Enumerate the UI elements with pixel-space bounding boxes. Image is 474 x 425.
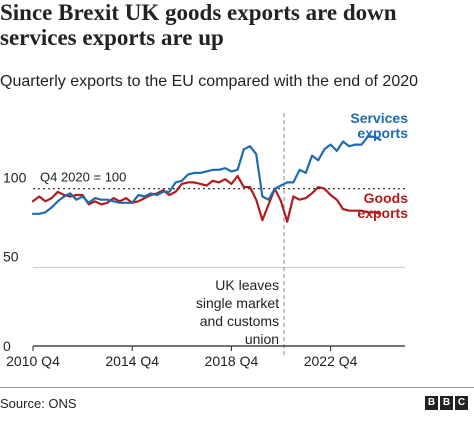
x-tick-label: 2014 Q4 — [105, 353, 159, 369]
footer-divider — [0, 387, 474, 388]
y-tick-label: 50 — [3, 248, 19, 264]
x-tick-label: 2018 Q4 — [205, 353, 259, 369]
reference-line-label: Q4 2020 = 100 — [40, 170, 126, 185]
series-line-services — [31, 135, 382, 215]
series-line-goods — [31, 175, 382, 223]
event-label: and customs — [200, 313, 279, 329]
series-label: exports — [357, 205, 408, 221]
line-chart: 0 50 100 Q4 2020 = 100 UK leaves single marke… — [3, 110, 409, 369]
series-label: Goods — [364, 190, 409, 206]
y-tick-label: 0 — [3, 338, 11, 354]
event-label: single market — [196, 295, 279, 311]
chart-title: Since Brexit UK goods exports are down s… — [0, 0, 397, 50]
bbc-logo-letter: B — [440, 396, 453, 410]
bbc-logo: B B C — [425, 396, 468, 410]
chart-subtitle: Quarterly exports to the EU compared wit… — [0, 73, 419, 90]
bbc-logo-letter: C — [455, 396, 468, 410]
x-tick-label: 2022 Q4 — [304, 353, 358, 369]
series-label: exports — [357, 125, 408, 141]
y-tick-label: 100 — [3, 170, 27, 186]
bbc-logo-letter: B — [425, 396, 438, 410]
source-note: Source: ONS — [0, 396, 77, 411]
event-label: union — [245, 331, 279, 347]
series-label: Services — [350, 110, 408, 126]
x-tick-label: 2010 Q4 — [6, 353, 60, 369]
event-label: UK leaves — [215, 277, 279, 293]
